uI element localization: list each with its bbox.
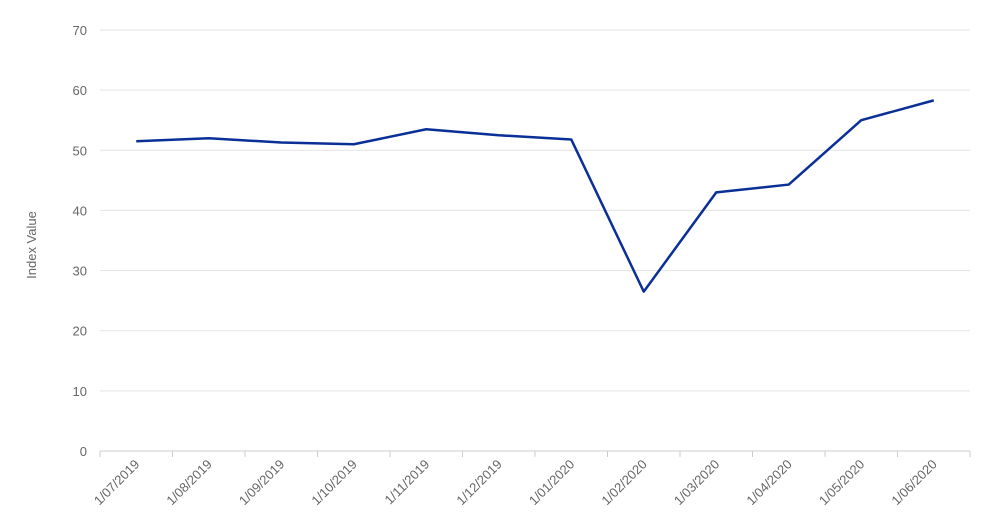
y-tick-label: 60 — [73, 83, 87, 98]
x-tick-label: 1/02/2020 — [598, 457, 650, 509]
y-tick-label: 0 — [80, 444, 87, 459]
y-tick-label: 50 — [73, 143, 87, 158]
x-tick-label: 1/11/2019 — [382, 457, 433, 508]
y-tick-label: 40 — [73, 203, 87, 218]
x-tick-label: 1/12/2019 — [453, 457, 505, 509]
y-tick-label: 10 — [73, 384, 87, 399]
x-tick-label: 1/01/2020 — [526, 457, 578, 509]
y-tick-label: 70 — [73, 23, 87, 38]
x-tick-label: 1/08/2019 — [163, 457, 215, 509]
x-tick-label: 1/07/2019 — [91, 457, 143, 509]
y-axis-label: Index Value — [24, 211, 39, 279]
y-tick-label: 30 — [73, 264, 87, 279]
x-tick-label: 1/03/2020 — [671, 457, 723, 509]
x-tick-label: 1/04/2020 — [743, 457, 795, 509]
x-tick-label: 1/10/2019 — [308, 457, 360, 509]
x-tick-label: 1/06/2020 — [888, 457, 940, 509]
line — [136, 99, 935, 293]
x-tick-label: 1/05/2020 — [816, 457, 868, 509]
y-tick-label: 20 — [73, 324, 87, 339]
x-tick-label: 1/09/2019 — [236, 457, 288, 509]
